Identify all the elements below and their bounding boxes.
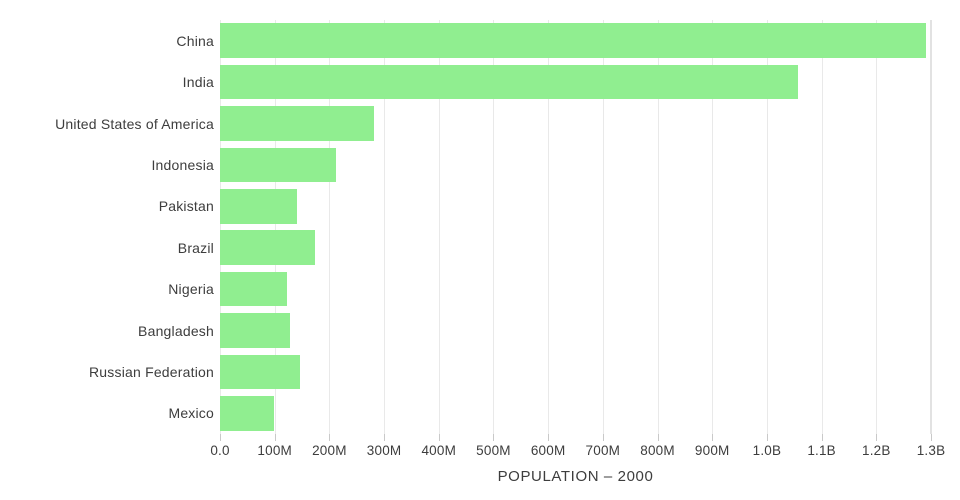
x-tick-mark (821, 434, 823, 441)
category-label: Mexico (168, 405, 214, 422)
y-axis-labels: China India United States of America Indone… (0, 20, 214, 434)
category-label: United States of America (55, 115, 214, 132)
category-label: Nigeria (168, 281, 214, 298)
x-tick-mark (931, 434, 932, 441)
x-tick-mark (712, 434, 714, 441)
x-tick-mark (657, 434, 659, 441)
gridline (930, 20, 932, 434)
x-tick-mark (766, 434, 768, 441)
gridline (274, 20, 276, 434)
gridline (329, 20, 331, 434)
gridline (384, 20, 386, 434)
x-tick-label: 600M (530, 443, 566, 458)
bar-indonesia[interactable] (220, 147, 336, 183)
gridline (602, 20, 604, 434)
x-tick-label: 0.0 (210, 443, 230, 458)
x-tick-label: 1.0B (752, 443, 782, 458)
x-tick-mark (329, 434, 331, 441)
gridline (548, 20, 550, 434)
x-tick-label: 400M (421, 443, 457, 458)
category-label: Russian Federation (89, 363, 214, 380)
x-tick-label: 100M (257, 443, 292, 458)
bar-mexico[interactable] (220, 395, 275, 431)
bar-russian-federation[interactable] (220, 354, 300, 390)
gridline (493, 20, 495, 434)
x-tick-label: 700M (585, 443, 621, 458)
x-tick-mark (438, 434, 440, 441)
bar-united-states-of-america[interactable] (220, 106, 375, 141)
x-tick-label: 300M (366, 443, 402, 458)
gridline (766, 20, 768, 434)
x-tick-label: 1.3B (916, 443, 946, 458)
bar-india[interactable] (220, 64, 799, 100)
bar-china[interactable] (220, 23, 926, 59)
x-tick-mark (602, 434, 604, 441)
category-label: Pakistan (158, 198, 214, 215)
gridline (821, 20, 823, 434)
x-tick-label: 900M (694, 443, 730, 458)
x-tick-mark (220, 434, 221, 441)
gridline (712, 20, 714, 434)
plot-area (220, 20, 932, 441)
category-label: Bangladesh (138, 322, 214, 339)
x-tick-label: 1.1B (807, 443, 836, 458)
x-tick-label: 200M (312, 443, 347, 458)
category-label: India (182, 74, 214, 91)
x-tick-mark (384, 434, 386, 441)
x-tick-mark (876, 434, 878, 441)
bar-brazil[interactable] (220, 230, 316, 266)
category-label: China (176, 32, 214, 49)
bar-pakistan[interactable] (220, 188, 298, 224)
gridline (657, 20, 659, 434)
gridline (220, 20, 221, 434)
x-axis-title: POPULATION – 2000 (497, 468, 654, 485)
gridline (438, 20, 440, 434)
x-tick-label: 800M (640, 443, 675, 458)
x-tick-mark (493, 434, 495, 441)
bar-nigeria[interactable] (220, 271, 288, 307)
x-tick-mark (548, 434, 550, 441)
bar-bangladesh[interactable] (220, 313, 290, 348)
category-label: Indonesia (151, 156, 214, 173)
category-label: Brazil (177, 239, 214, 256)
x-tick-label: 1.2B (862, 443, 891, 458)
x-tick-label: 500M (476, 443, 511, 458)
x-tick-mark (274, 434, 276, 441)
gridline (876, 20, 878, 434)
